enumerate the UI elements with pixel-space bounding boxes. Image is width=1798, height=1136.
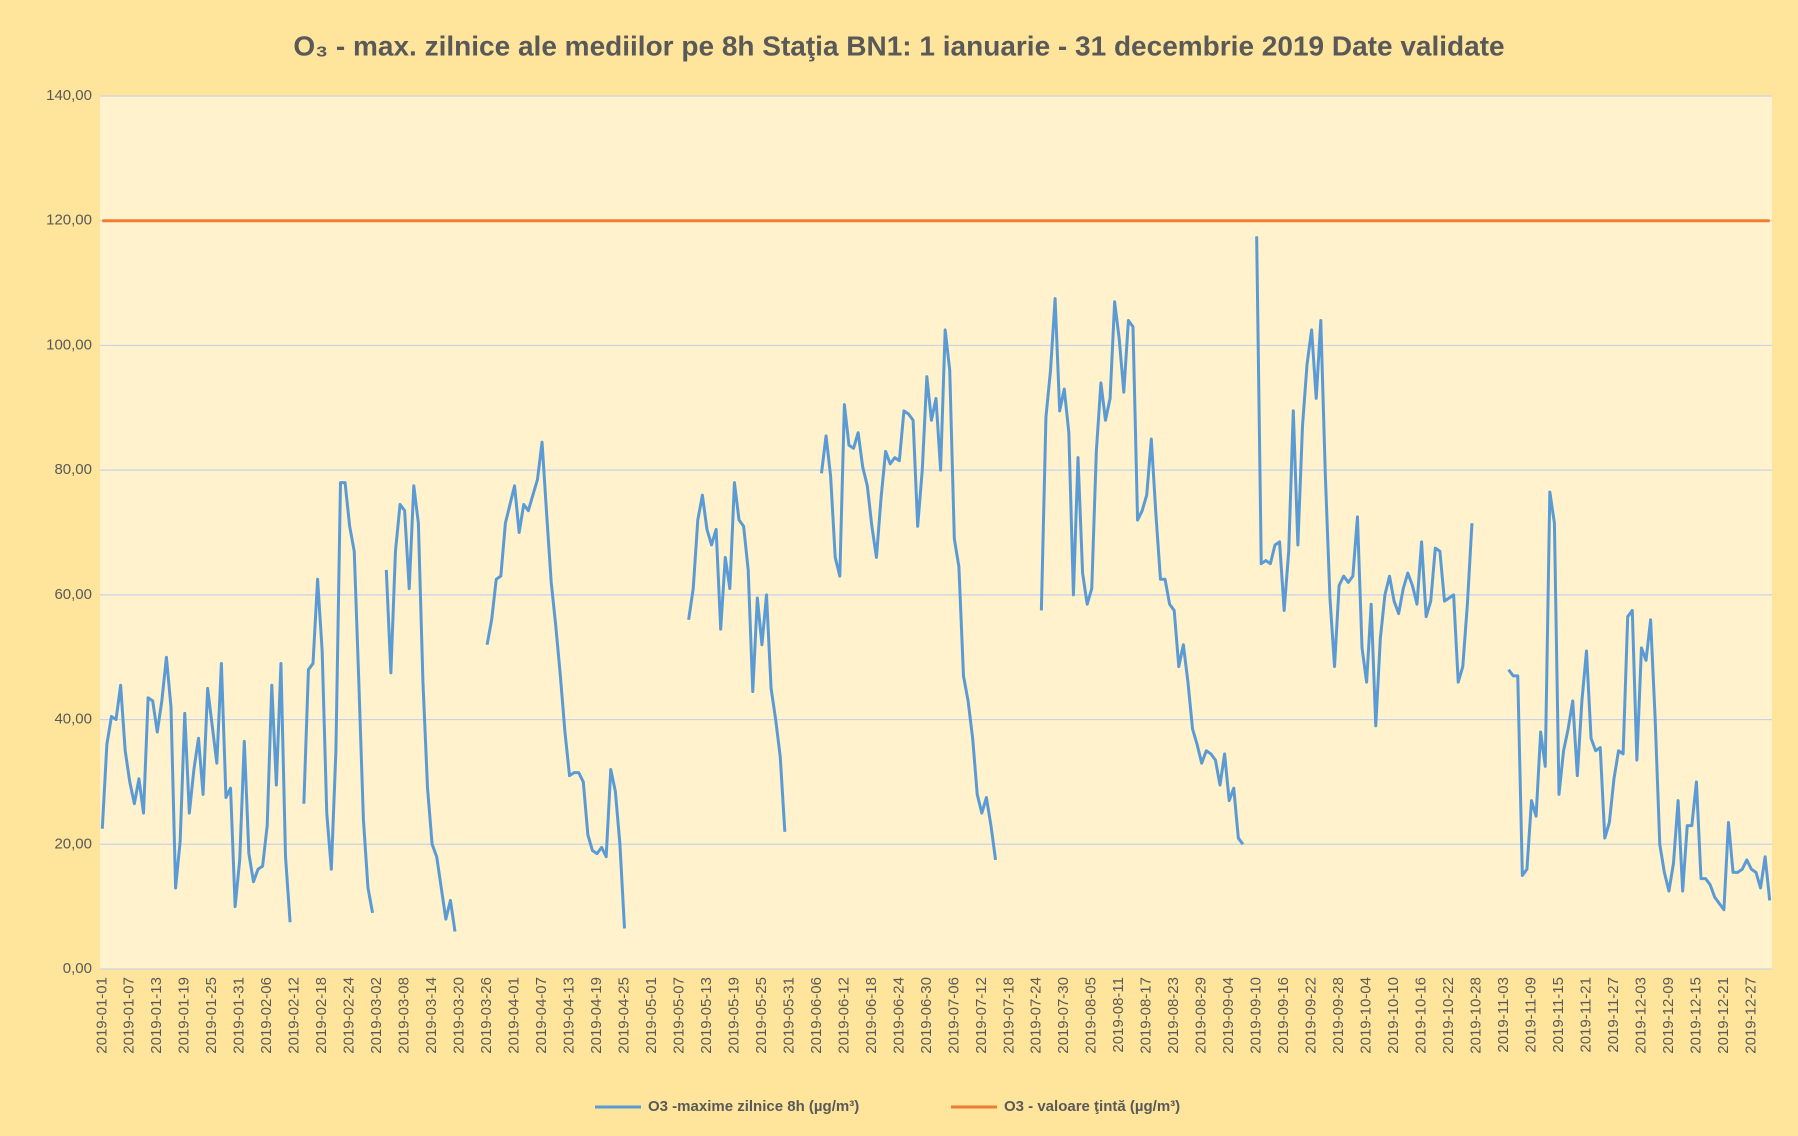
x-tick-label: 2019-03-08: [396, 977, 413, 1054]
x-tick-label: 2019-01-13: [148, 977, 165, 1054]
legend-label: O3 - valoare ţintă (µg/m³): [1004, 1098, 1180, 1115]
y-tick-label: 100,00: [46, 336, 92, 353]
x-tick-label: 2019-03-26: [478, 977, 495, 1054]
y-tick-label: 80,00: [54, 461, 92, 478]
x-tick-label: 2019-07-12: [973, 977, 990, 1054]
x-tick-label: 2019-12-03: [1632, 977, 1649, 1054]
x-tick-label: 2019-05-19: [725, 977, 742, 1054]
x-tick-label: 2019-05-25: [753, 977, 770, 1054]
x-tick-label: 2019-04-01: [506, 977, 523, 1054]
x-tick-label: 2019-04-07: [533, 977, 550, 1054]
y-tick-label: 0,00: [63, 960, 92, 977]
x-tick-label: 2019-09-04: [1220, 977, 1237, 1054]
x-tick-label: 2019-11-09: [1522, 977, 1539, 1053]
x-tick-label: 2019-02-24: [341, 977, 358, 1054]
x-tick-label: 2019-11-03: [1495, 977, 1512, 1053]
x-tick-label: 2019-02-12: [286, 977, 303, 1054]
x-tick-label: 2019-11-21: [1577, 977, 1594, 1053]
x-tick-label: 2019-06-18: [863, 977, 880, 1054]
chart-title: O₃ - max. zilnice ale mediilor pe 8h Sta…: [293, 30, 1504, 61]
x-tick-label: 2019-03-02: [368, 977, 385, 1054]
x-tick-label: 2019-07-06: [945, 977, 962, 1054]
x-tick-label: 2019-05-07: [670, 977, 687, 1054]
x-tick-label: 2019-10-28: [1468, 977, 1485, 1054]
legend-label: O3 -maxime zilnice 8h (µg/m³): [648, 1098, 859, 1115]
y-tick-label: 20,00: [54, 835, 92, 852]
x-tick-label: 2019-08-11: [1110, 977, 1127, 1053]
x-tick-label: 2019-06-30: [918, 977, 935, 1054]
x-tick-label: 2019-11-15: [1550, 977, 1567, 1053]
plot-area: [100, 96, 1772, 969]
x-tick-label: 2019-05-01: [643, 977, 660, 1054]
x-tick-label: 2019-02-06: [258, 977, 275, 1054]
x-tick-label: 2019-10-04: [1358, 977, 1375, 1054]
x-tick-label: 2019-05-31: [780, 977, 797, 1054]
x-tick-label: 2019-07-24: [1028, 977, 1045, 1054]
x-tick-label: 2019-06-12: [835, 977, 852, 1054]
x-tick-label: 2019-08-23: [1165, 977, 1182, 1054]
y-tick-label: 120,00: [46, 212, 92, 229]
x-tick-label: 2019-06-06: [808, 977, 825, 1054]
x-tick-label: 2019-03-14: [423, 977, 440, 1054]
x-tick-label: 2019-03-20: [451, 977, 468, 1054]
x-tick-label: 2019-12-09: [1660, 977, 1677, 1054]
x-tick-label: 2019-05-13: [698, 977, 715, 1054]
x-tick-label: 2019-12-21: [1715, 977, 1732, 1054]
x-tick-label: 2019-09-28: [1330, 977, 1347, 1054]
x-tick-label: 2019-02-18: [313, 977, 330, 1054]
x-tick-label: 2019-01-25: [203, 977, 220, 1054]
x-tick-label: 2019-04-19: [588, 977, 605, 1054]
x-tick-label: 2019-04-13: [561, 977, 578, 1054]
x-tick-label: 2019-09-10: [1248, 977, 1265, 1054]
x-tick-label: 2019-12-27: [1742, 977, 1759, 1054]
series-line: [100, 236, 1772, 932]
x-tick-label: 2019-07-30: [1055, 977, 1072, 1054]
x-tick-label: 2019-01-31: [231, 977, 248, 1054]
x-tick-label: 2019-09-16: [1275, 977, 1292, 1054]
x-tick-label: 2019-01-01: [93, 977, 110, 1054]
x-tick-label: 2019-08-05: [1083, 977, 1100, 1054]
x-tick-label: 2019-08-17: [1138, 977, 1155, 1054]
x-tick-label: 2019-09-22: [1303, 977, 1320, 1054]
x-tick-label: 2019-07-18: [1000, 977, 1017, 1054]
x-tick-label: 2019-12-15: [1687, 977, 1704, 1054]
y-tick-label: 140,00: [46, 87, 92, 104]
x-tick-label: 2019-06-24: [890, 977, 907, 1054]
x-tick-label: 2019-11-27: [1605, 977, 1622, 1053]
x-tick-label: 2019-01-07: [121, 977, 138, 1054]
y-tick-label: 60,00: [54, 586, 92, 603]
x-tick-label: 2019-10-16: [1413, 977, 1430, 1054]
x-tick-label: 2019-10-10: [1385, 977, 1402, 1054]
y-tick-label: 40,00: [54, 711, 92, 728]
x-tick-label: 2019-01-19: [176, 977, 193, 1054]
x-tick-label: 2019-10-22: [1440, 977, 1457, 1054]
x-tick-label: 2019-04-25: [615, 977, 632, 1054]
x-tick-label: 2019-08-29: [1193, 977, 1210, 1054]
